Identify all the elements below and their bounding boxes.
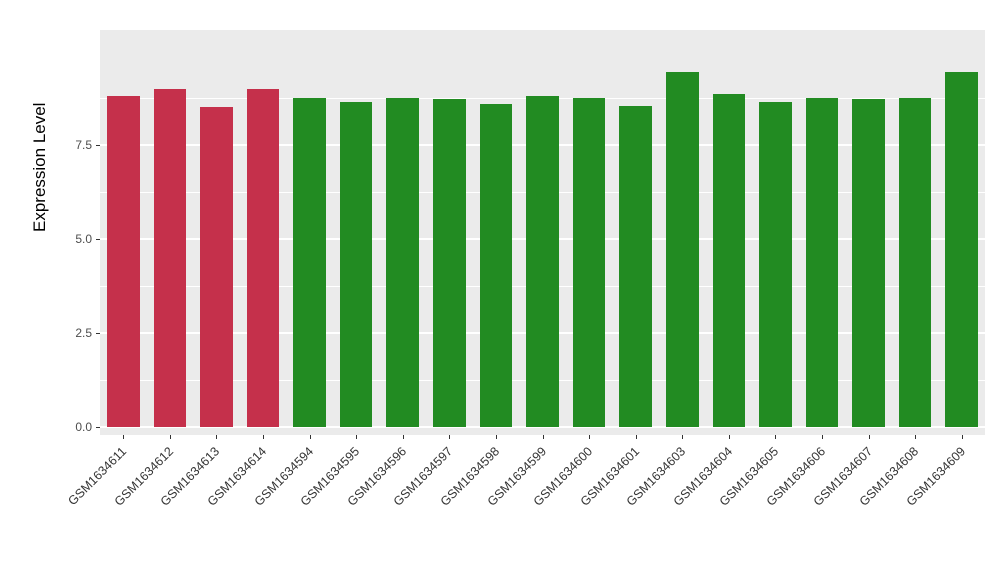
bar-GSM1634603 — [665, 71, 699, 427]
x-tick-label-GSM1634613: GSM1634613 — [158, 444, 223, 509]
x-tick-mark — [589, 435, 591, 439]
bar-GSM1634601 — [619, 105, 652, 427]
x-tick-mark — [495, 435, 497, 439]
x-tick-mark — [868, 435, 870, 439]
bar-GSM1634598 — [479, 103, 513, 427]
bar-GSM1634596 — [386, 98, 420, 427]
x-tick-label-GSM1634612: GSM1634612 — [111, 444, 177, 509]
x-tick-mark — [216, 435, 218, 439]
plot-panel — [100, 30, 985, 435]
bar-GSM1634595 — [339, 101, 373, 427]
bar-GSM1634604 — [712, 94, 746, 427]
bar-GSM1634614 — [246, 88, 280, 427]
x-tick-mark — [682, 435, 684, 439]
x-tick-mark — [449, 435, 451, 439]
x-tick-mark — [542, 435, 544, 439]
x-tick-label-GSM1634614: GSM1634614 — [204, 444, 270, 509]
x-tick-label-GSM1634606: GSM1634606 — [763, 444, 829, 509]
bar-GSM1634597 — [433, 99, 466, 427]
x-tick-label-GSM1634607: GSM1634607 — [810, 444, 875, 509]
bar-GSM1634607 — [852, 99, 885, 427]
x-tick-label-GSM1634608: GSM1634608 — [856, 444, 922, 509]
x-tick-label-GSM1634611: GSM1634611 — [65, 444, 130, 509]
x-tick-mark — [821, 435, 823, 439]
bar-GSM1634599 — [526, 96, 559, 427]
y-tick-mark — [96, 239, 100, 241]
x-tick-label-GSM1634609: GSM1634609 — [903, 444, 968, 509]
x-tick-label-GSM1634603: GSM1634603 — [623, 444, 689, 509]
x-tick-mark — [728, 435, 730, 439]
bar-GSM1634594 — [293, 98, 326, 427]
major-gridline — [100, 426, 985, 428]
bar-GSM1634606 — [805, 98, 839, 427]
x-tick-label-GSM1634596: GSM1634596 — [344, 444, 409, 509]
x-tick-label-GSM1634599: GSM1634599 — [484, 444, 549, 509]
x-tick-mark — [635, 435, 637, 439]
y-tick-label: 0.0 — [75, 420, 92, 434]
x-tick-label-GSM1634604: GSM1634604 — [670, 444, 736, 509]
x-tick-mark — [309, 435, 311, 439]
x-tick-mark — [775, 435, 777, 439]
y-tick-label: 5.0 — [75, 232, 92, 247]
x-tick-mark — [915, 435, 917, 439]
x-tick-mark — [402, 435, 404, 439]
x-tick-label-GSM1634605: GSM1634605 — [717, 444, 782, 509]
x-tick-label-GSM1634601: GSM1634601 — [577, 444, 642, 509]
x-tick-label-GSM1634598: GSM1634598 — [437, 444, 503, 509]
y-tick-label: 7.5 — [75, 138, 92, 153]
bar-GSM1634609 — [945, 72, 978, 427]
bar-GSM1634608 — [898, 98, 932, 427]
y-tick-mark — [96, 333, 100, 334]
bar-GSM1634605 — [759, 101, 792, 427]
x-tick-mark — [961, 435, 963, 439]
x-tick-label-GSM1634600: GSM1634600 — [530, 444, 596, 509]
x-tick-label-GSM1634597: GSM1634597 — [391, 444, 456, 509]
x-tick-mark — [169, 435, 171, 439]
x-tick-mark — [123, 435, 125, 439]
bar-GSM1634613 — [200, 107, 233, 427]
bar-GSM1634612 — [153, 88, 187, 427]
y-tick-mark — [96, 427, 100, 428]
x-tick-label-GSM1634595: GSM1634595 — [297, 444, 363, 509]
y-tick-label: 2.5 — [75, 326, 92, 340]
bar-GSM1634600 — [572, 98, 606, 427]
x-tick-label-GSM1634594: GSM1634594 — [251, 444, 316, 509]
x-tick-mark — [263, 435, 265, 439]
bar-GSM1634611 — [106, 96, 140, 427]
y-tick-mark — [96, 145, 100, 147]
x-tick-mark — [356, 435, 358, 439]
